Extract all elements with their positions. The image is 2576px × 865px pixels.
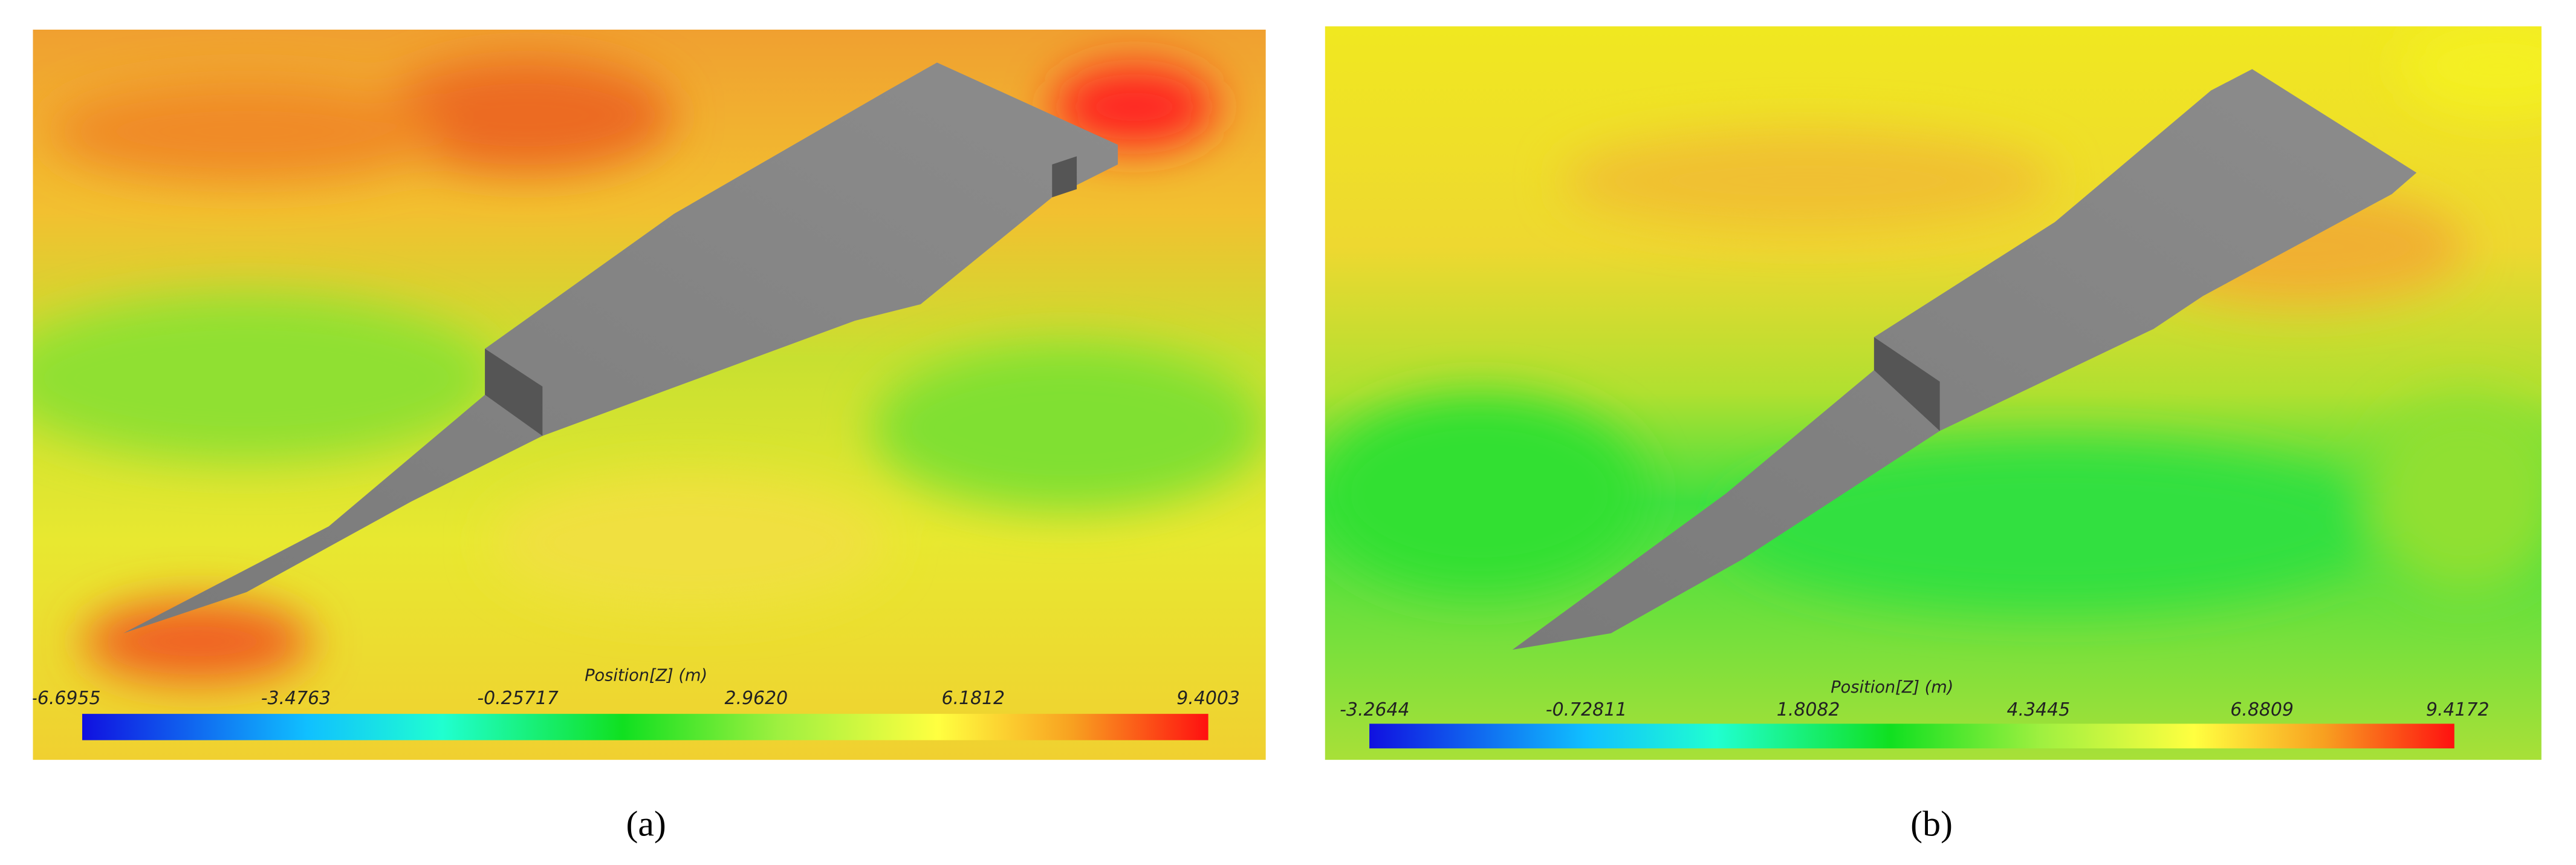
colorbar-tick: 1.8082	[1777, 699, 1840, 720]
hull-stern	[1052, 156, 1077, 198]
colorbar-tick: -3.4763	[261, 688, 331, 709]
panel-b-image: Position[Z] (m) -3.2644 -0.72811 1.8082 …	[1325, 26, 2542, 760]
panel-a-image: Position[Z] (m) -6.6955 -3.4763 -0.25717…	[31, 29, 1266, 760]
panel-label: (a)	[626, 803, 666, 843]
contours	[1325, 26, 2542, 609]
contours	[33, 57, 1266, 683]
colorbar-tick: 4.3445	[2007, 699, 2070, 720]
colorbar-tick: -0.25717	[477, 688, 558, 709]
hull-step	[485, 348, 543, 436]
colorbar-tick: -0.72811	[1546, 699, 1627, 720]
colorbar	[1369, 723, 2454, 749]
hull	[123, 62, 1118, 633]
hull	[1512, 69, 2417, 650]
figure-body: Position[Z] (m) -6.6955 -3.4763 -0.25717…	[31, 26, 2542, 843]
colorbar	[82, 714, 1209, 740]
panel-label: (b)	[1910, 803, 1953, 843]
colorbar-tick: 6.1812	[941, 688, 1005, 709]
colorbar-title: Position[Z] (m)	[1831, 678, 1953, 697]
colorbar-tick: -3.2644	[1340, 699, 1409, 720]
colorbar-tick: 9.4172	[2426, 699, 2490, 720]
colorbar-tick: 6.8809	[2230, 699, 2294, 720]
colorbar-tick: -6.6955	[31, 688, 100, 709]
colorbar-title: Position[Z] (m)	[585, 667, 707, 685]
colorbar-tick: 9.4003	[1176, 688, 1240, 709]
colorbar-tick: 2.9620	[725, 688, 788, 709]
hull-step	[1874, 337, 1940, 431]
